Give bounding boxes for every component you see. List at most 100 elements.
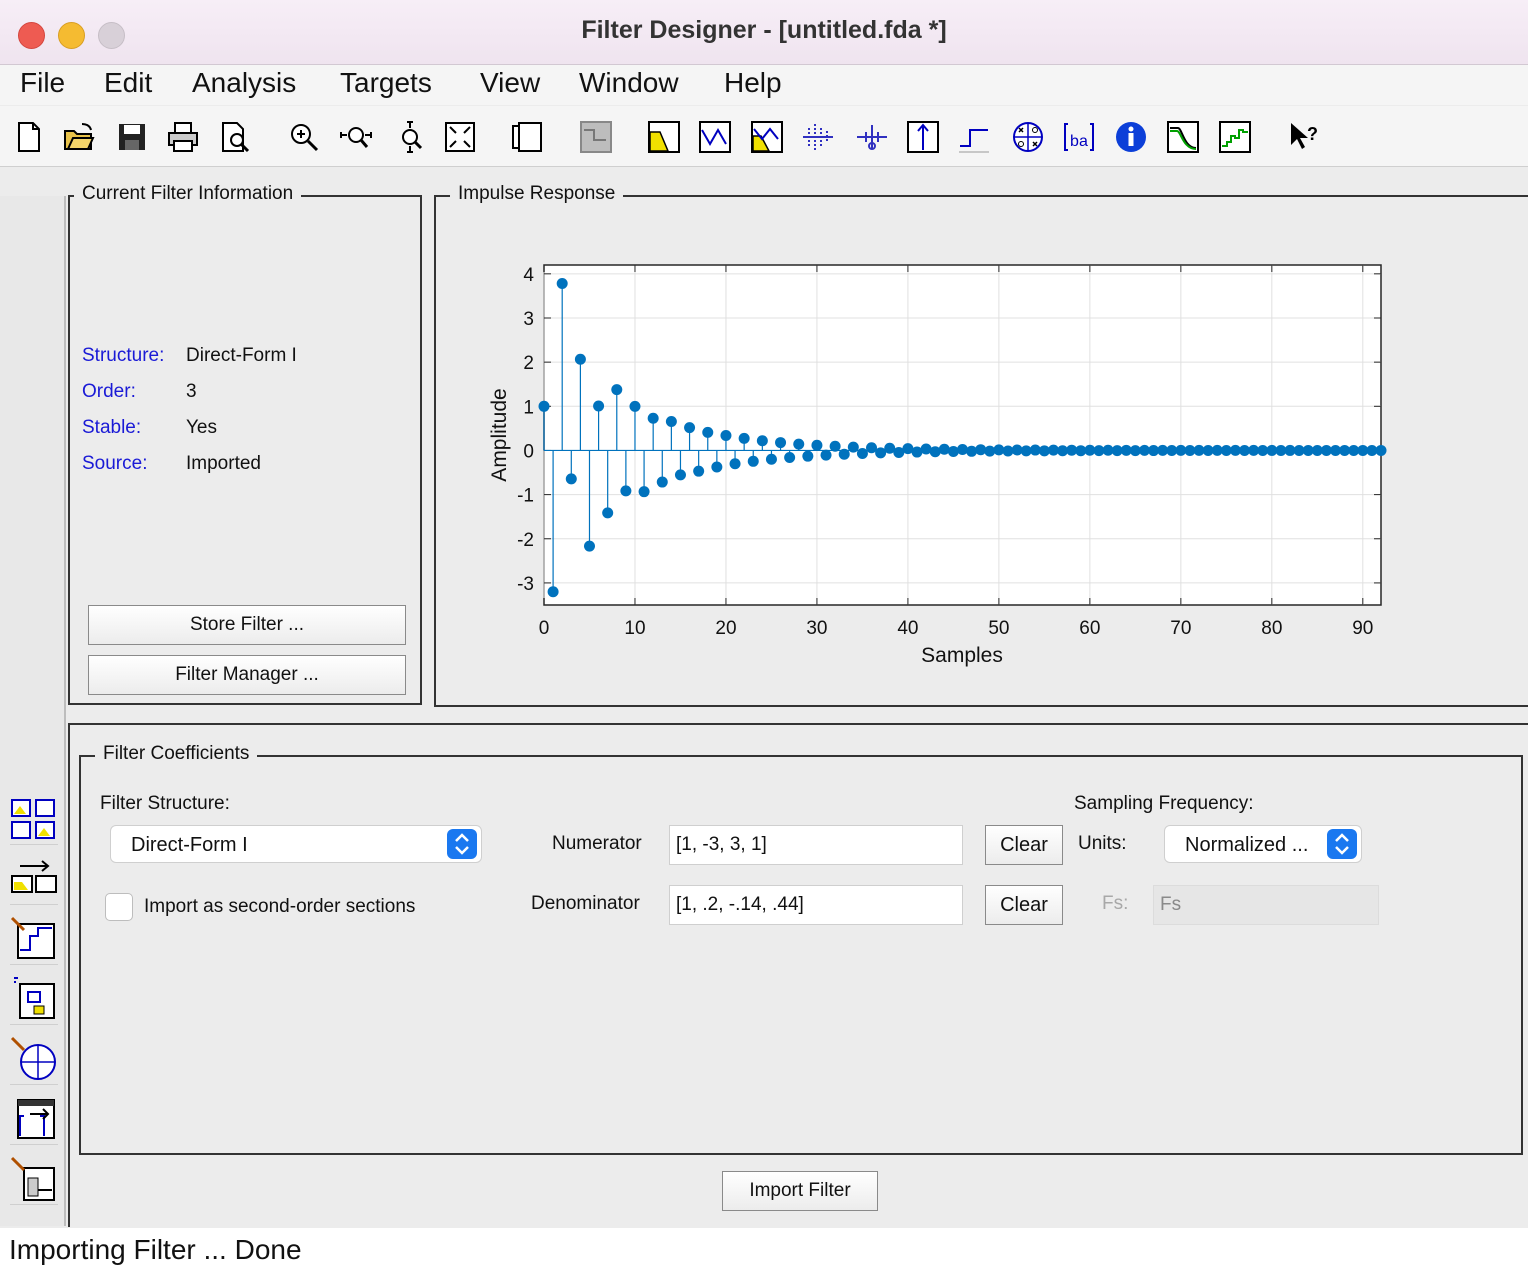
stem-marker <box>1020 445 1032 457</box>
stem-marker <box>838 448 850 460</box>
multirate-icon[interactable] <box>10 1154 58 1205</box>
menu-view[interactable]: View <box>480 67 541 98</box>
filter-coefficients-title: Filter Coefficients <box>95 743 258 765</box>
filter-structure-popup[interactable]: Direct-Form I <box>110 825 482 863</box>
impulse-response-icon[interactable] <box>906 120 940 154</box>
stem-marker <box>1175 444 1187 456</box>
impulse-response-chart[interactable]: 0 10 20 30 40 50 60 70 80 90 -3 -2 -1 0 1 2 3 4 Samples A… <box>470 240 1410 680</box>
denominator-clear-button[interactable]: Clear <box>985 885 1063 925</box>
filter-coefficients-group: Filter Coefficients Filter Structure: Di… <box>79 743 1523 1155</box>
stem-marker <box>993 444 1005 456</box>
menu-window[interactable]: Window <box>579 67 679 98</box>
stem-marker <box>1220 444 1232 456</box>
title-bar: Filter Designer - [untitled.fda *] <box>0 0 1528 65</box>
stem-marker <box>1111 445 1123 457</box>
import-filter-button[interactable]: Import Filter <box>722 1171 878 1211</box>
menu-file[interactable]: File <box>20 67 66 98</box>
chevron-updown-icon <box>455 833 469 855</box>
stem-marker <box>756 435 768 447</box>
x-tick-label: 80 <box>1261 618 1282 639</box>
group-delay-icon[interactable] <box>801 120 835 154</box>
numerator-input[interactable]: [1, -3, 3, 1] <box>669 825 963 865</box>
x-tick-label: 60 <box>1079 618 1100 639</box>
magnitude-estimate-icon[interactable] <box>1166 120 1200 154</box>
stem-marker <box>966 445 978 457</box>
import-filter-icon[interactable] <box>10 854 58 905</box>
sampling-frequency-label: Sampling Frequency: <box>1074 793 1254 814</box>
denominator-input[interactable]: [1, .2, -.14, .44] <box>669 885 963 925</box>
x-tick-label: 10 <box>624 618 645 639</box>
stable-label: Stable: <box>82 417 142 438</box>
magnitude-phase-icon[interactable] <box>750 120 784 154</box>
realize-model-icon[interactable] <box>10 974 58 1025</box>
y-tick-label: -3 <box>517 574 534 595</box>
impulse-response-group: Impulse Response <box>434 183 1528 707</box>
stem-marker <box>647 412 659 424</box>
full-view-icon[interactable] <box>443 120 477 154</box>
stem-marker <box>638 486 650 498</box>
status-bar: Importing Filter ... Done <box>0 1228 1528 1274</box>
zoom-y-icon[interactable] <box>393 120 427 154</box>
source-value: Imported <box>186 453 261 474</box>
menu-targets[interactable]: Targets <box>340 67 432 98</box>
stem-marker <box>1066 444 1078 456</box>
phase-delay-icon[interactable] <box>855 120 889 154</box>
structure-label: Structure: <box>82 345 165 366</box>
filter-info-icon[interactable] <box>1114 120 1148 154</box>
design-filter-panel-icon[interactable] <box>10 914 58 965</box>
menu-edit[interactable]: Edit <box>104 67 153 98</box>
magnitude-response-icon[interactable] <box>647 120 681 154</box>
zoom-x-icon[interactable] <box>339 120 373 154</box>
filter-manager-button[interactable]: Filter Manager ... <box>88 655 406 695</box>
menu-help[interactable]: Help <box>724 67 782 98</box>
convert-structure-icon[interactable] <box>10 794 58 845</box>
svg-text:a: a <box>1079 133 1088 150</box>
stem-marker <box>902 443 914 455</box>
stem-marker <box>674 469 686 481</box>
units-stepper[interactable] <box>1327 829 1357 859</box>
zoom-window-button[interactable] <box>98 22 125 49</box>
design-filter-icon[interactable] <box>579 120 613 154</box>
print-preview-icon[interactable] <box>218 120 252 154</box>
stem-marker <box>875 447 887 459</box>
zoom-in-icon[interactable] <box>287 120 321 154</box>
stem-marker <box>565 473 577 485</box>
round-off-noise-icon[interactable] <box>1218 120 1252 154</box>
stem-marker <box>1293 444 1305 456</box>
pole-zero-editor-icon[interactable] <box>10 1034 58 1085</box>
print-icon[interactable] <box>166 120 200 154</box>
whats-this-icon[interactable]: ? <box>1287 120 1321 154</box>
stem-marker <box>938 443 950 455</box>
x-tick-label: 40 <box>897 618 918 639</box>
save-icon[interactable] <box>115 120 149 154</box>
stem-marker <box>1229 444 1241 456</box>
x-tick-label: 20 <box>715 618 736 639</box>
minimize-window-button[interactable] <box>58 22 85 49</box>
sos-checkbox[interactable] <box>105 893 133 921</box>
phase-response-icon[interactable] <box>698 120 732 154</box>
step-response-icon[interactable] <box>957 120 991 154</box>
new-figure-icon[interactable] <box>510 120 544 154</box>
order-value: 3 <box>186 381 197 402</box>
stem-marker <box>1120 444 1132 456</box>
store-filter-button[interactable]: Store Filter ... <box>88 605 406 645</box>
numerator-clear-button[interactable]: Clear <box>985 825 1063 865</box>
units-popup[interactable]: Normalized ... <box>1164 825 1362 863</box>
order-label: Order: <box>82 381 136 402</box>
transform-filter-icon[interactable] <box>10 1094 58 1145</box>
filter-structure-stepper[interactable] <box>447 829 477 859</box>
filter-structure-label: Filter Structure: <box>100 793 230 814</box>
fs-input[interactable]: Fs <box>1153 885 1379 925</box>
x-tick-label: 70 <box>1170 618 1191 639</box>
new-icon[interactable] <box>12 120 46 154</box>
open-icon[interactable] <box>62 120 96 154</box>
stem-marker <box>847 441 859 453</box>
close-window-button[interactable] <box>18 22 45 49</box>
pole-zero-icon[interactable] <box>1011 120 1045 154</box>
menu-analysis[interactable]: Analysis <box>192 67 297 98</box>
stem-marker <box>711 461 723 473</box>
stem-marker <box>1102 444 1114 456</box>
stem-marker <box>665 415 677 427</box>
y-tick-label: 3 <box>523 309 534 330</box>
